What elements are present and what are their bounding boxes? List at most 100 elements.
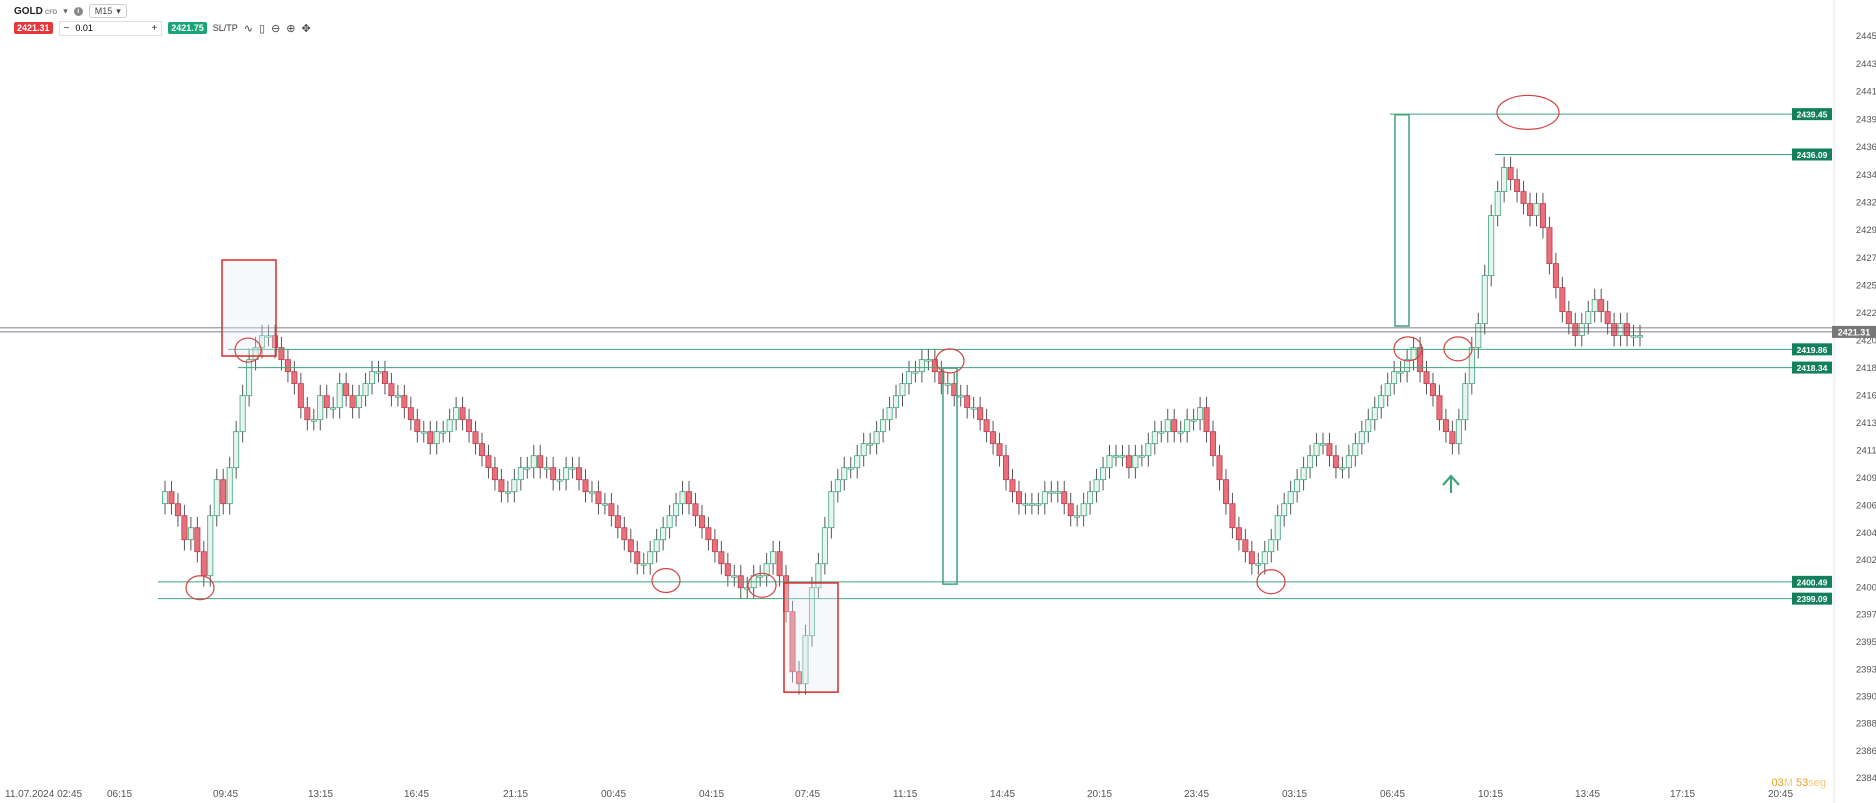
candle xyxy=(588,491,595,494)
candle xyxy=(841,467,848,481)
candle xyxy=(763,563,770,577)
up-arrow-icon xyxy=(1442,474,1460,493)
candle xyxy=(912,371,919,374)
candle xyxy=(1035,503,1042,506)
candle xyxy=(705,527,712,541)
candle xyxy=(1527,203,1534,216)
candle xyxy=(1429,383,1436,397)
candle xyxy=(1132,455,1139,469)
candle xyxy=(1507,167,1514,180)
candle xyxy=(1048,491,1055,494)
sell-price-button[interactable]: 2421.31 xyxy=(14,22,53,34)
candle xyxy=(576,467,583,481)
candle xyxy=(1611,323,1618,337)
candle xyxy=(679,491,686,505)
candle xyxy=(698,515,705,529)
candle xyxy=(821,527,828,565)
buy-price-button[interactable]: 2421.75 xyxy=(168,22,207,34)
candle xyxy=(388,383,395,397)
timeframe-select[interactable]: M15 ▾ xyxy=(88,4,127,18)
candle xyxy=(983,419,990,433)
candles-icon[interactable]: ▯ xyxy=(259,22,266,35)
symbol-name[interactable]: GOLD CFD xyxy=(14,5,58,17)
x-tick-label: 17:15 xyxy=(1670,789,1695,800)
candle xyxy=(517,467,524,481)
candle xyxy=(1481,275,1488,325)
candle xyxy=(1248,551,1255,565)
sltp-button[interactable]: SL/TP xyxy=(212,23,238,33)
candle xyxy=(1436,395,1443,421)
candle xyxy=(757,575,764,578)
candle xyxy=(1100,467,1107,481)
annotation-circle xyxy=(747,572,777,598)
candle xyxy=(1572,323,1579,337)
candle xyxy=(1339,467,1346,470)
quantity-stepper[interactable]: − + xyxy=(58,20,163,36)
candle xyxy=(1261,551,1268,565)
candle xyxy=(375,371,382,374)
candle xyxy=(673,503,680,517)
candle xyxy=(893,395,900,409)
candle xyxy=(233,431,240,469)
candle xyxy=(537,455,544,469)
candle xyxy=(498,479,505,493)
candle xyxy=(1087,491,1094,505)
candle xyxy=(795,671,802,685)
candle xyxy=(297,383,304,409)
x-tick-label: 00:45 xyxy=(601,789,626,800)
candle xyxy=(776,551,783,577)
annotation-circle xyxy=(234,337,262,363)
increase-button[interactable]: + xyxy=(151,22,158,34)
annotation-circle xyxy=(651,567,681,594)
zoom-in-icon[interactable]: ⊕ xyxy=(286,22,296,35)
x-tick-label: 11.07.2024 02:45 xyxy=(5,789,83,800)
candle xyxy=(200,551,207,577)
candle xyxy=(414,419,421,433)
candle xyxy=(278,347,285,361)
annotation-box xyxy=(1394,113,1410,327)
info-icon[interactable]: i xyxy=(73,6,83,16)
candle xyxy=(905,371,912,385)
candle xyxy=(446,419,453,433)
crosshair-icon[interactable]: ✥ xyxy=(301,22,311,35)
candle xyxy=(1307,455,1314,469)
chevron-down-icon[interactable]: ▾ xyxy=(63,5,68,16)
y-tick-label: 2432.08 xyxy=(1856,198,1876,209)
candle xyxy=(1229,503,1236,529)
candle xyxy=(1533,203,1540,216)
x-tick-label: 07:45 xyxy=(795,789,820,800)
candle xyxy=(291,371,298,385)
quantity-input[interactable] xyxy=(73,22,148,34)
symbol-row: GOLD CFD ▾ i M15 ▾ xyxy=(14,3,127,19)
candle xyxy=(1093,479,1100,493)
x-tick-label: 09:45 xyxy=(213,789,238,800)
annotation-circle xyxy=(1443,336,1473,362)
candle xyxy=(1009,479,1016,493)
candle xyxy=(1164,419,1171,433)
y-tick-label: 2441.32 xyxy=(1856,87,1876,98)
candle xyxy=(213,479,220,517)
y-tick-label: 2390.94 xyxy=(1856,691,1876,702)
candle xyxy=(1242,539,1249,553)
candle xyxy=(246,359,253,397)
order-row: 2421.31 − + 2421.75 SL/TP ∿ ▯ ⊖ ⊕ ✥ xyxy=(14,20,311,36)
decrease-button[interactable]: − xyxy=(63,22,70,34)
x-tick-label: 04:15 xyxy=(699,789,724,800)
level-label-bg xyxy=(1792,343,1832,356)
line-chart-icon[interactable]: ∿ xyxy=(243,22,254,35)
candle xyxy=(349,395,356,409)
candle xyxy=(621,527,628,541)
candle xyxy=(271,335,278,349)
candle xyxy=(1061,491,1068,505)
annotation-box xyxy=(221,259,277,357)
candle xyxy=(478,443,485,457)
candle xyxy=(323,395,330,409)
level-label-bg xyxy=(1792,575,1832,588)
candle xyxy=(724,563,731,577)
level-label: 2399.09 xyxy=(1797,594,1828,604)
level-label: 2439.45 xyxy=(1797,110,1828,120)
zoom-out-icon[interactable]: ⊖ xyxy=(271,22,281,35)
candle xyxy=(1112,455,1119,458)
candle xyxy=(543,467,550,470)
